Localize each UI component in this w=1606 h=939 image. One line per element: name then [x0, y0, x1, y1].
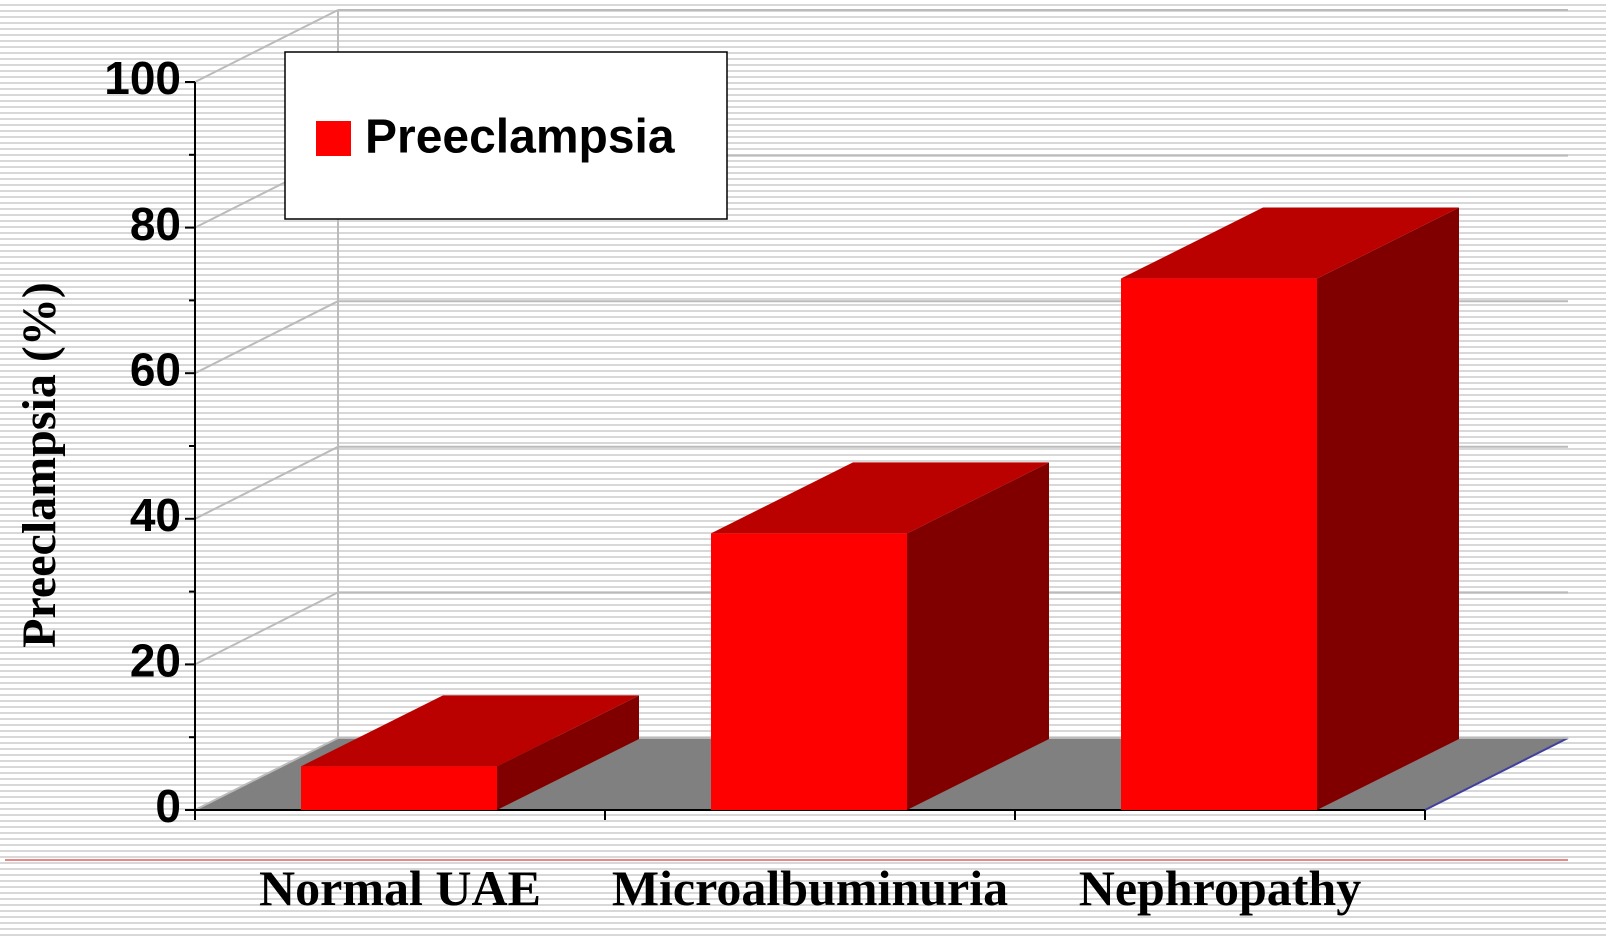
- grid-line: [194, 591, 339, 666]
- bar: [1121, 278, 1317, 810]
- bar-side: [497, 695, 639, 810]
- grid-line: [194, 737, 339, 811]
- grid-line: [194, 300, 339, 375]
- y-tick-label: 60: [130, 343, 181, 395]
- bar: [301, 766, 497, 810]
- bar-side: [907, 462, 1049, 810]
- floor-edge: [1424, 737, 1569, 811]
- grid-line: [194, 445, 339, 520]
- bar-top: [301, 695, 639, 767]
- bar-top: [1121, 207, 1459, 279]
- x-tick-label: Normal UAE: [259, 860, 541, 916]
- x-tick-label: Nephropathy: [1079, 860, 1361, 916]
- bar-top: [711, 462, 1049, 534]
- legend-label: Preeclampsia: [365, 111, 675, 164]
- grid-line: [194, 9, 339, 83]
- y-tick-label: 20: [130, 635, 181, 687]
- y-tick-label: 80: [130, 198, 181, 250]
- bar-side: [1317, 207, 1459, 810]
- x-tick-label: Microalbuminuria: [612, 860, 1008, 916]
- y-tick-label: 100: [104, 52, 181, 104]
- y-tick-label: 0: [155, 780, 181, 832]
- legend-box: [284, 51, 728, 220]
- legend-swatch: [316, 121, 351, 156]
- y-tick-label: 40: [130, 489, 181, 541]
- bar: [711, 533, 907, 810]
- y-axis-label: Preeclampsia (%): [13, 282, 66, 648]
